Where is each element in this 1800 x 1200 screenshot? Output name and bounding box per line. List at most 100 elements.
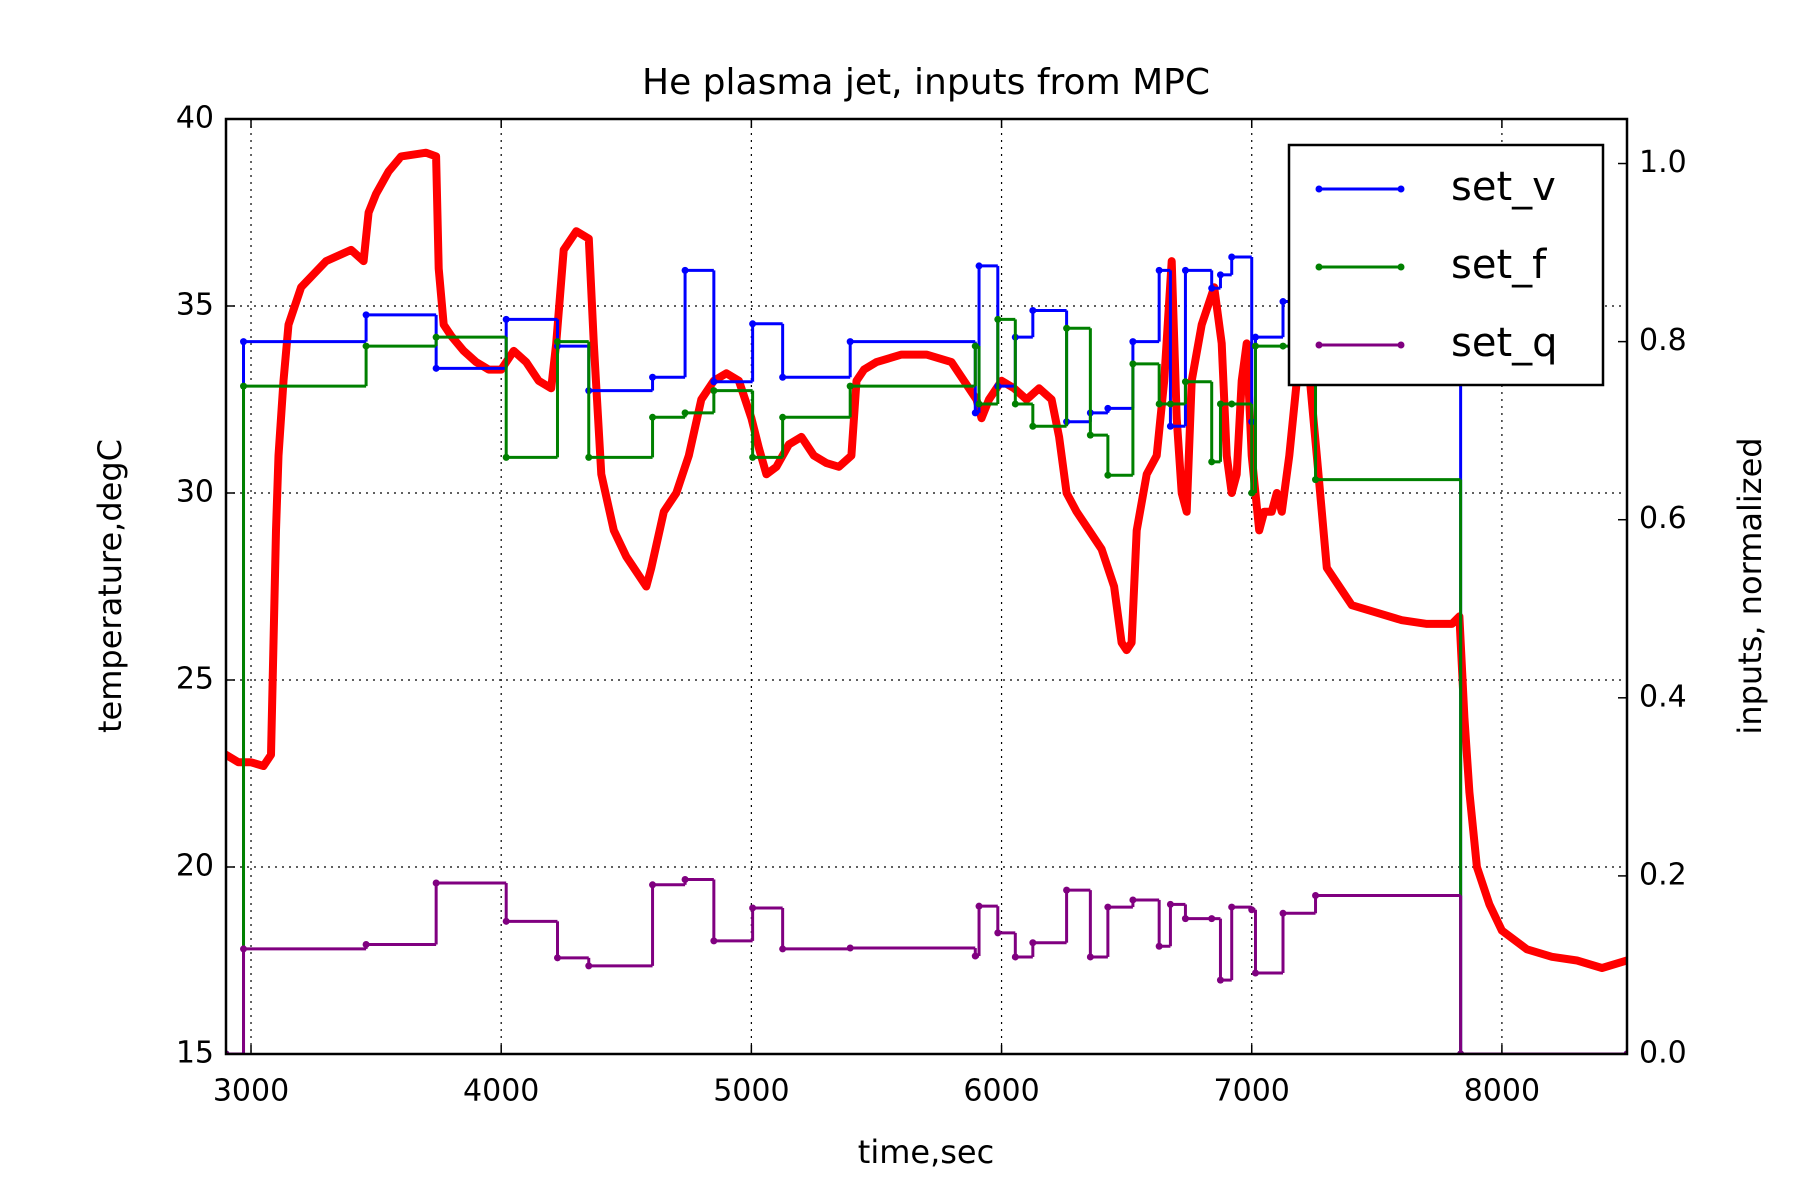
step-marker [1166, 900, 1174, 908]
y2-tick-label: 0.8 [1639, 323, 1687, 358]
step-marker [710, 378, 718, 386]
step-marker [971, 952, 979, 960]
step-marker [432, 364, 440, 372]
step-marker [749, 904, 757, 912]
y-axis-label: temperature,degC [91, 439, 129, 733]
step-marker [971, 342, 979, 350]
step-marker [1279, 298, 1287, 306]
step-marker [1029, 939, 1037, 947]
step-marker [1129, 896, 1137, 904]
y2-tick-label: 0.6 [1639, 501, 1687, 536]
legend-marker [1315, 341, 1323, 349]
step-marker [585, 453, 593, 461]
step-marker [975, 262, 983, 270]
step-marker [1228, 253, 1236, 261]
step-marker [1063, 886, 1071, 894]
x-tick-label: 5000 [713, 1074, 789, 1109]
step-marker [1181, 915, 1189, 923]
legend-marker [1397, 263, 1405, 271]
y2-tick-label: 0.2 [1639, 857, 1687, 892]
y-tick-label: 15 [176, 1036, 214, 1071]
step-marker [1029, 306, 1037, 314]
step-marker [681, 409, 689, 417]
step-marker [846, 944, 854, 952]
step-marker [1216, 400, 1224, 408]
legend-marker [1315, 185, 1323, 193]
step-marker [975, 902, 983, 910]
step-marker [240, 945, 248, 953]
step-marker [1104, 903, 1112, 911]
chart-title: He plasma jet, inputs from MPC [642, 62, 1210, 103]
step-marker [1166, 400, 1174, 408]
y-tick-label: 30 [176, 475, 214, 510]
step-marker [1279, 342, 1287, 350]
step-marker [362, 311, 370, 319]
step-marker [1251, 969, 1259, 977]
step-marker [502, 453, 510, 461]
step-marker [749, 453, 757, 461]
step-marker [975, 400, 983, 408]
step-marker [362, 342, 370, 350]
y2-tick-label: 1.0 [1639, 145, 1687, 180]
x-tick-label: 4000 [463, 1074, 539, 1109]
step-marker [1104, 471, 1112, 479]
legend-label: set_q [1451, 320, 1558, 366]
step-marker [1155, 942, 1163, 950]
step-marker [1166, 422, 1174, 430]
step-marker [779, 413, 787, 421]
y-tick-label: 40 [176, 101, 214, 136]
step-marker [681, 266, 689, 274]
y-tick-label: 20 [176, 849, 214, 884]
step-marker [1155, 400, 1163, 408]
axes: 3000 4000 5000 6000 7000 8000 15 20 25 30 35 40 0.0 0… [176, 101, 1687, 1109]
step-marker [1181, 266, 1189, 274]
step-marker [681, 875, 689, 883]
step-marker [585, 962, 593, 970]
step-marker [846, 382, 854, 390]
step-marker [1248, 489, 1256, 497]
step-marker [1208, 915, 1216, 923]
step-marker [432, 879, 440, 887]
y2-axis-label: inputs, normalized [1731, 437, 1769, 734]
legend-label: set_f [1451, 242, 1547, 288]
step-marker [1208, 284, 1216, 292]
y-tick-label: 35 [176, 288, 214, 323]
step-marker [1208, 458, 1216, 466]
step-marker [994, 315, 1002, 323]
step-marker [1181, 378, 1189, 386]
step-marker [994, 929, 1002, 937]
step-marker [502, 315, 510, 323]
step-marker [1279, 909, 1287, 917]
step-marker [1251, 342, 1259, 350]
x-axis-label: time,sec [858, 1133, 994, 1171]
legend-marker [1397, 185, 1405, 193]
step-marker [1312, 891, 1320, 899]
step-marker [779, 945, 787, 953]
step-marker [362, 940, 370, 948]
temperature-line [226, 148, 1627, 972]
step-marker [1063, 324, 1071, 332]
x-tick-label: 8000 [1464, 1074, 1540, 1109]
step-marker [1129, 338, 1137, 346]
step-marker [1155, 266, 1163, 274]
step-marker [649, 413, 657, 421]
step-marker [846, 338, 854, 346]
legend-marker [1315, 263, 1323, 271]
step-marker [1216, 976, 1224, 984]
step-marker [1216, 271, 1224, 279]
step-marker [649, 373, 657, 381]
step-marker [1086, 431, 1094, 439]
step-marker [1228, 400, 1236, 408]
step-marker [1011, 400, 1019, 408]
plot-area [226, 148, 1627, 1054]
step-marker [779, 373, 787, 381]
step-marker [749, 320, 757, 328]
step-marker [1104, 404, 1112, 412]
y-tick-label: 25 [176, 662, 214, 697]
step-marker [710, 387, 718, 395]
step-marker [649, 881, 657, 889]
step-marker [240, 338, 248, 346]
step-marker [710, 937, 718, 945]
